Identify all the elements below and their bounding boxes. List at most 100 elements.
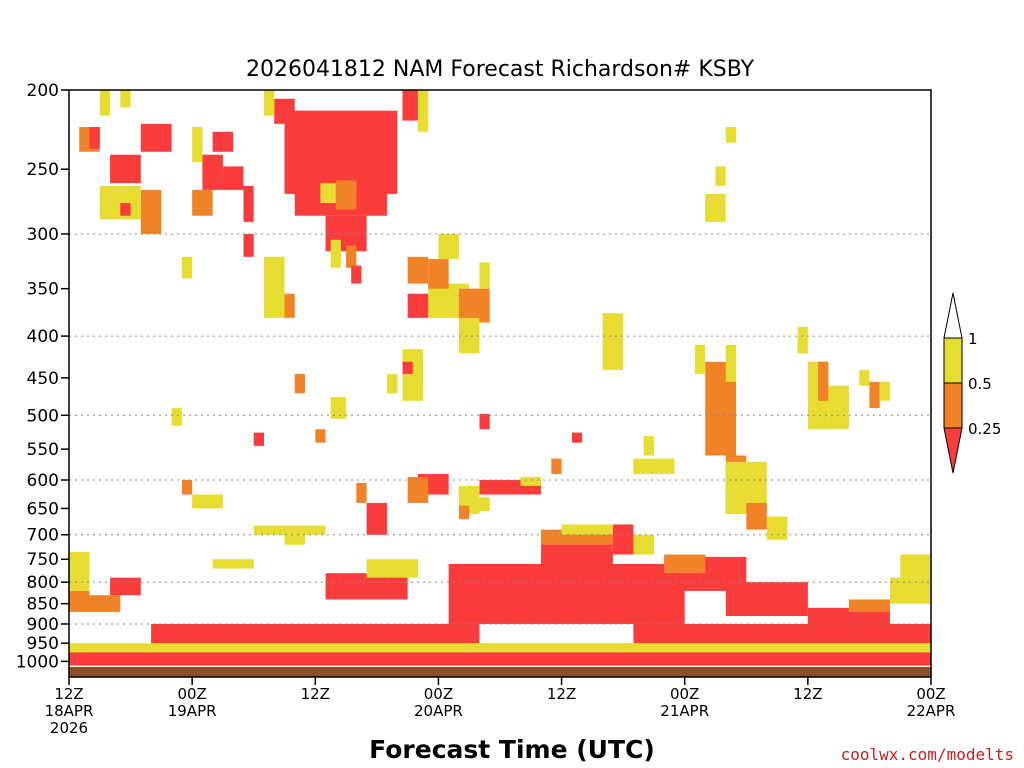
ri-region-yellow: [284, 534, 306, 545]
ri-region-orange: [315, 429, 326, 443]
ri-region-yellow: [181, 256, 193, 279]
credit-text: coolwx.com/modelts: [841, 745, 1014, 764]
ri-region-yellow: [694, 344, 706, 374]
ri-region-yellow: [520, 477, 542, 486]
ri-region-yellow: [458, 317, 480, 354]
ri-region-red: [89, 127, 100, 149]
y-tick-label: 200: [27, 81, 59, 101]
ri-region-red: [110, 154, 141, 184]
pressure-axis: 200 250 300 350 400 450 500 550 600 650 700 750 8008…: [16, 81, 69, 672]
y-tick-label: 700: [27, 526, 59, 546]
legend-label: 0.5: [968, 375, 992, 393]
richardson-fill-layer: [69, 90, 931, 666]
ri-region-yellow: [633, 534, 654, 555]
ri-region-red: [571, 432, 583, 443]
ri-region-orange: [89, 595, 121, 612]
ri-region-orange: [458, 505, 470, 520]
ri-region-yellow: [263, 256, 285, 318]
x-tick-label: 00Z: [670, 685, 699, 703]
ri-region-orange: [407, 477, 429, 503]
ri-region-orange: [428, 259, 449, 289]
ri-region-yellow: [263, 90, 275, 116]
y-tick-label: 500: [27, 406, 59, 426]
legend-swatch-bottom: [943, 427, 963, 474]
ri-region-red: [351, 265, 362, 284]
ri-region-red: [541, 534, 613, 616]
x-tick-label: 00Z: [177, 685, 206, 703]
ri-region-orange: [181, 480, 193, 495]
ri-region-red: [110, 577, 141, 596]
ri-region-yellow: [900, 554, 931, 578]
ri-region-red: [243, 233, 254, 257]
ri-region-yellow: [438, 233, 459, 260]
ri-region-yellow: [192, 127, 203, 163]
ri-region-yellow: [561, 524, 613, 535]
ri-region-yellow: [366, 559, 418, 578]
y-tick-label: 800: [27, 573, 59, 593]
x-tick-label: 22APR: [907, 702, 956, 720]
ri-region-red: [366, 502, 388, 535]
ri-region-orange: [551, 458, 562, 475]
ri-region-yellow: [828, 385, 849, 430]
y-tick-label: 950: [27, 634, 59, 654]
ground-band: [69, 667, 931, 677]
ri-region-orange: [664, 554, 706, 574]
ri-region-red: [140, 123, 172, 152]
ri-region-yellow: [171, 408, 182, 426]
ri-region-yellow: [69, 552, 90, 591]
ri-region-red: [222, 166, 244, 190]
x-tick-label: 00Z: [424, 685, 453, 703]
x-tick-label: 2026: [50, 719, 88, 737]
plot-frame: [68, 89, 932, 678]
y-tick-label: 300: [27, 225, 59, 245]
legend-swatch-top: [943, 292, 963, 339]
x-tick-label: 12Z: [547, 685, 576, 703]
ri-region-red: [120, 203, 131, 216]
ri-region-yellow: [212, 559, 254, 569]
ri-region-yellow: [643, 435, 654, 456]
ri-region-yellow: [705, 193, 726, 222]
ri-region-yellow: [402, 349, 424, 401]
ri-region-yellow: [192, 494, 223, 509]
x-tick-label: 12Z: [54, 685, 83, 703]
x-tick-label: 20APR: [414, 702, 463, 720]
y-tick-label: 450: [27, 369, 59, 389]
x-tick-label: 00Z: [916, 685, 945, 703]
ri-region-yellow: [99, 90, 111, 116]
ri-region-orange: [140, 189, 162, 234]
ri-region-yellow: [320, 183, 336, 204]
ri-region-red: [212, 131, 234, 152]
ri-region-yellow: [766, 516, 788, 540]
ri-region-red: [407, 293, 429, 318]
y-tick-label: 600: [27, 471, 59, 491]
ri-region-red: [725, 582, 808, 616]
legend: 1 0.5 0.25: [943, 292, 1001, 474]
y-tick-label: 850: [27, 595, 59, 615]
y-tick-label: 250: [27, 160, 59, 180]
ri-region-orange: [848, 599, 890, 612]
ri-region-orange: [335, 180, 357, 210]
ri-region-orange: [69, 590, 90, 612]
ri-region-orange: [346, 245, 357, 268]
x-tick-label: 12Z: [301, 685, 330, 703]
ri-region-red: [612, 524, 634, 555]
legend-label: 0.25: [968, 420, 1001, 438]
ri-region-yellow: [725, 344, 737, 382]
ri-region-red: [807, 607, 890, 628]
x-axis-label: Forecast Time (UTC): [369, 735, 655, 764]
chart-title: 2026041812 NAM Forecast Richardson# KSBY: [246, 57, 755, 82]
y-tick-label: 1000: [16, 652, 59, 672]
ground-layer: [69, 667, 931, 677]
y-tick-label: 350: [27, 280, 59, 300]
y-tick-label: 400: [27, 327, 59, 347]
ri-region-orange: [192, 189, 213, 216]
ri-region-yellow: [725, 127, 737, 143]
ri-region-yellow: [330, 397, 347, 419]
ri-region-yellow: [633, 458, 675, 475]
ri-region-orange: [869, 381, 880, 409]
ri-region-yellow: [889, 577, 931, 604]
ri-region-yellow: [715, 166, 726, 186]
y-tick-label: 650: [27, 499, 59, 519]
ri-region-orange: [284, 293, 295, 318]
